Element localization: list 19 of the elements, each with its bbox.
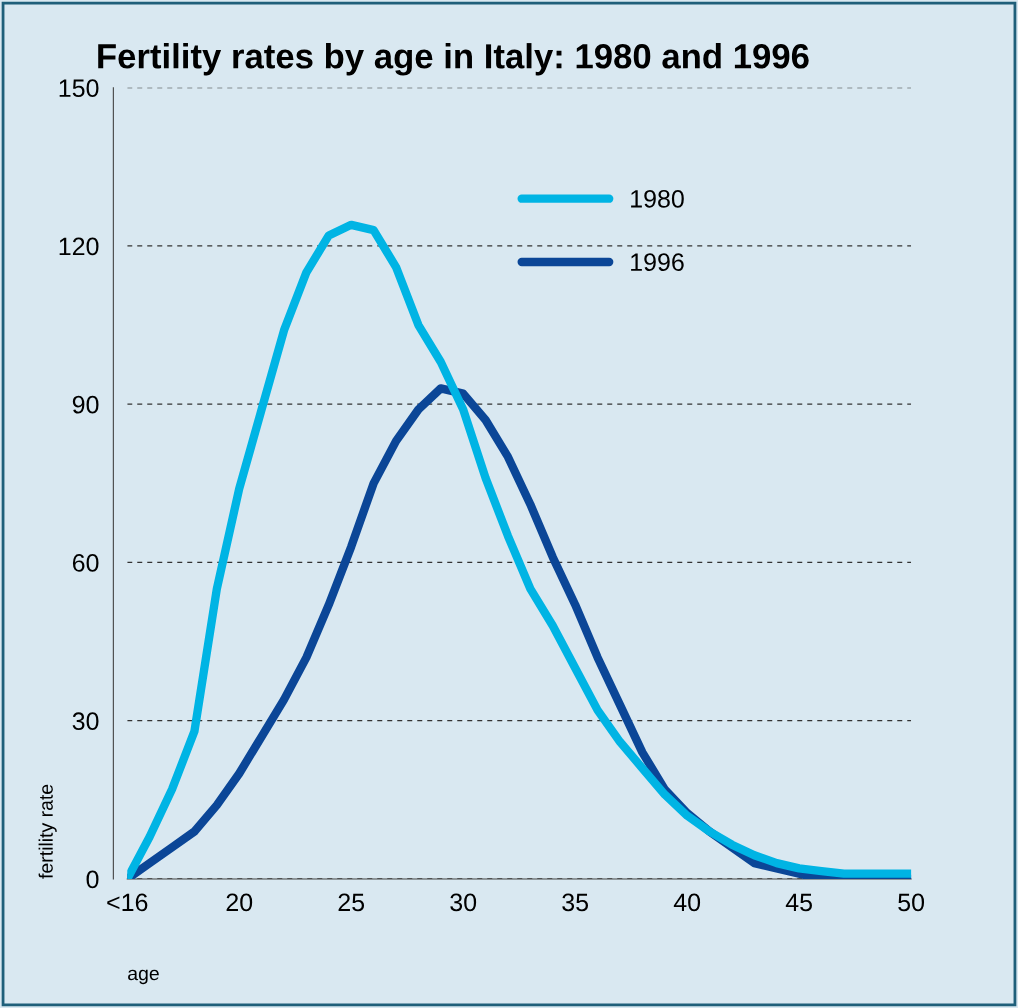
- x-tick-label: 35: [562, 893, 589, 912]
- x-tick-label: 30: [450, 893, 477, 912]
- y-tick-label: 0: [86, 870, 99, 889]
- x-tick-label: 45: [785, 893, 812, 912]
- y-tick-label: 90: [72, 395, 99, 414]
- y-tick-label: 60: [72, 554, 99, 572]
- y-tick-label: 150: [59, 79, 99, 97]
- y-axis-title: fertility rate: [38, 784, 57, 879]
- x-tick-label: 50: [898, 893, 925, 912]
- legend-label: 1996: [631, 253, 684, 271]
- x-tick-label: 40: [673, 893, 701, 912]
- y-tick-label: 120: [59, 237, 99, 256]
- x-axis-title: age: [128, 969, 159, 985]
- x-tick-label: 20: [226, 893, 253, 912]
- x-tick-label: 25: [338, 893, 365, 912]
- legend-label: 1980: [631, 189, 684, 208]
- x-tick-label: <16: [107, 893, 148, 912]
- chart-title: Fertility rates by age in Italy: 1980 and 1996: [98, 43, 809, 76]
- y-tick-label: 30: [72, 712, 99, 731]
